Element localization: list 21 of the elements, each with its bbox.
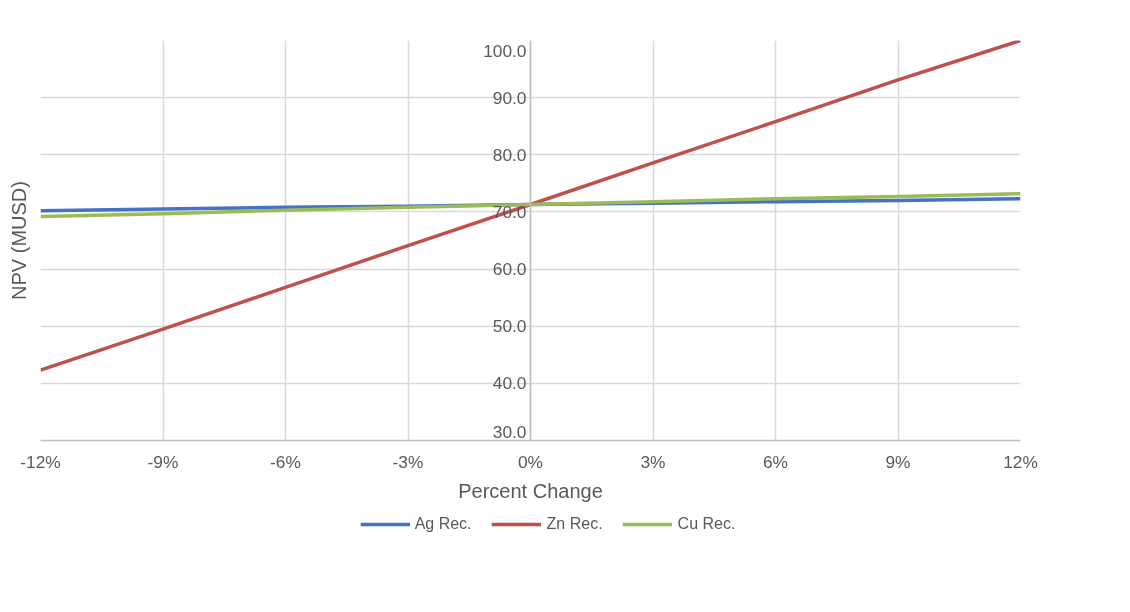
- x-axis-title: Percent Change: [458, 479, 603, 502]
- legend-label: Zn Rec.: [546, 515, 603, 533]
- y-tick-label: 100.0: [483, 40, 527, 61]
- legend-label: Ag Rec.: [414, 515, 472, 533]
- x-tick-label: 12%: [1003, 451, 1038, 472]
- x-tick-label: -6%: [270, 451, 301, 472]
- x-tick-label: 0%: [517, 451, 544, 472]
- y-tick-label: 60.0: [492, 259, 527, 280]
- y-tick-label: 40.0: [492, 373, 527, 394]
- y-axis-title: NPV (MUSD): [7, 181, 30, 300]
- y-tick-label: 90.0: [492, 87, 527, 108]
- x-tick-label: -9%: [147, 451, 179, 472]
- y-tick-label: 30.0: [492, 421, 527, 442]
- x-tick-label: -12%: [20, 451, 61, 472]
- y-tick-label: 50.0: [492, 316, 527, 337]
- x-tick-label: 3%: [640, 451, 666, 472]
- x-tick-label: 9%: [885, 451, 911, 472]
- x-tick-label: 6%: [762, 451, 789, 472]
- x-tick-label: -3%: [392, 451, 424, 472]
- legend-label: Cu Rec.: [677, 515, 736, 533]
- y-tick-label: 80.0: [492, 144, 527, 165]
